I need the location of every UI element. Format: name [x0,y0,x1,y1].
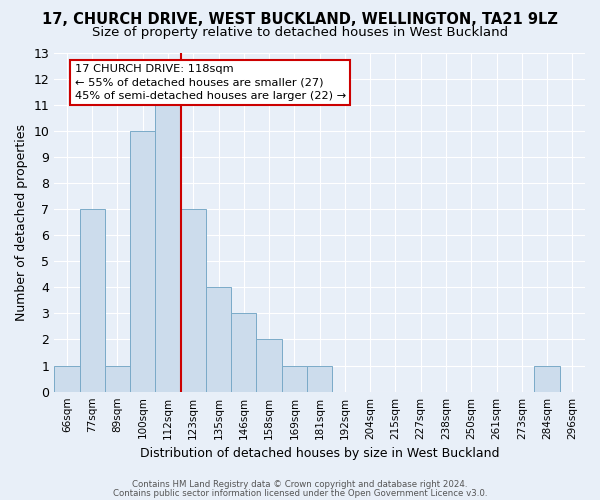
Bar [256,340,282,392]
Bar [130,131,155,392]
Bar [54,366,80,392]
Bar [105,366,130,392]
Bar [535,366,560,392]
X-axis label: Distribution of detached houses by size in West Buckland: Distribution of detached houses by size … [140,447,499,460]
Y-axis label: Number of detached properties: Number of detached properties [15,124,28,320]
Bar [282,366,307,392]
Bar [231,314,256,392]
Text: Size of property relative to detached houses in West Buckland: Size of property relative to detached ho… [92,26,508,39]
Bar [80,209,105,392]
Text: Contains HM Land Registry data © Crown copyright and database right 2024.: Contains HM Land Registry data © Crown c… [132,480,468,489]
Bar [307,366,332,392]
Text: 17 CHURCH DRIVE: 118sqm
← 55% of detached houses are smaller (27)
45% of semi-de: 17 CHURCH DRIVE: 118sqm ← 55% of detache… [74,64,346,100]
Bar [206,288,231,392]
Bar [155,104,181,392]
Text: Contains public sector information licensed under the Open Government Licence v3: Contains public sector information licen… [113,490,487,498]
Bar [181,209,206,392]
Text: 17, CHURCH DRIVE, WEST BUCKLAND, WELLINGTON, TA21 9LZ: 17, CHURCH DRIVE, WEST BUCKLAND, WELLING… [42,12,558,28]
